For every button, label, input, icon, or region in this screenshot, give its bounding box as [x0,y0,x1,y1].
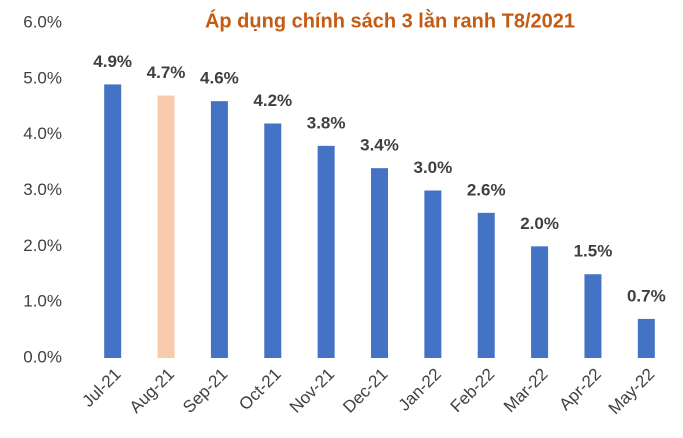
x-tick-label: Feb-22 [447,365,499,417]
y-tick-label: 5.0% [23,68,62,87]
bar [264,123,282,358]
y-tick-label: 6.0% [23,12,62,31]
y-tick-label: 1.0% [23,292,62,311]
x-tick-label: May-22 [605,365,659,419]
x-tick-label: Sep-21 [179,365,231,417]
x-tick-label: Nov-21 [286,365,338,417]
x-tick-label: Mar-22 [500,365,552,417]
x-tick-label: Jan-22 [395,365,445,415]
value-label: 4.6% [200,69,239,88]
value-label: 1.5% [574,242,613,261]
value-label: 3.0% [413,158,452,177]
bar [210,101,228,359]
bar [637,318,655,358]
value-label: 3.8% [307,113,346,132]
value-label: 2.0% [520,214,559,233]
x-tick-label: Apr-22 [555,365,605,415]
value-label: 4.9% [93,52,132,71]
y-tick-label: 2.0% [23,236,62,255]
bar [104,84,122,359]
x-tick-label: Oct-21 [235,365,285,415]
y-tick-label: 0.0% [23,347,62,366]
y-tick-label: 4.0% [23,124,62,143]
bar [477,212,495,358]
y-tick-label: 3.0% [23,180,62,199]
bar [157,95,175,358]
bar [584,274,602,358]
bar [371,168,388,358]
bar [424,190,442,358]
value-label: 0.7% [627,286,666,305]
value-label: 3.4% [360,136,399,155]
value-label: 4.7% [147,63,186,82]
bar [317,145,335,358]
x-tick-label: Aug-21 [126,365,178,417]
value-label: 4.2% [253,91,292,110]
value-label: 2.6% [467,180,506,199]
bar [531,246,549,358]
x-tick-label: Jul-21 [78,365,124,411]
x-tick-label: Dec-21 [339,365,391,417]
chart-title: Áp dụng chính sách 3 lằn ranh T8/2021 [205,8,575,32]
